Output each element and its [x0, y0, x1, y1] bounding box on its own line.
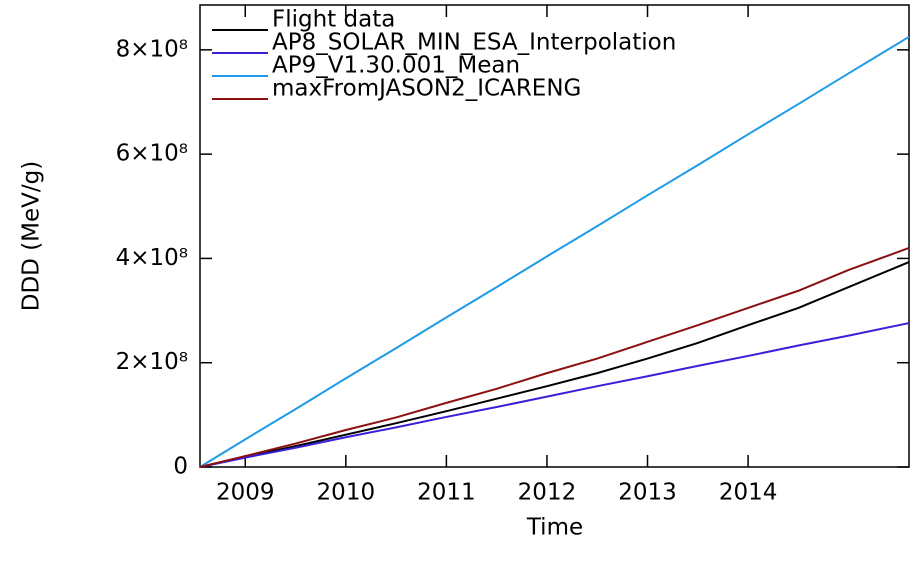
y-tick-label: 2×10⁸ — [116, 349, 188, 375]
x-tick-label: 2014 — [719, 480, 778, 506]
x-tick-label: 2012 — [518, 480, 577, 506]
y-tick-label: 6×10⁸ — [116, 141, 188, 167]
series-line — [199, 261, 910, 468]
series-line — [199, 35, 910, 468]
x-tick-label: 2010 — [317, 480, 376, 506]
plot-frame — [199, 4, 910, 468]
legend-label: maxFromJASON2_ICARENG — [272, 76, 581, 102]
series-line — [199, 247, 910, 468]
x-axis-label: Time — [526, 515, 583, 541]
x-tick-label: 2013 — [618, 480, 677, 506]
y-tick-label: 8×10⁸ — [116, 36, 188, 62]
y-tick-label: 0 — [173, 454, 188, 480]
x-tick-label: 2011 — [417, 480, 476, 506]
legend-label: Flight data — [272, 7, 395, 33]
y-axis-label: DDD (MeV/g) — [19, 161, 45, 311]
y-tick-label: 4×10⁸ — [116, 245, 188, 271]
legend-label: AP8_SOLAR_MIN_ESA_Interpolation — [272, 30, 676, 56]
legend-label: AP9_V1.30.001_Mean — [272, 53, 520, 79]
series-line — [199, 322, 910, 468]
x-tick-label: 2009 — [216, 480, 275, 506]
